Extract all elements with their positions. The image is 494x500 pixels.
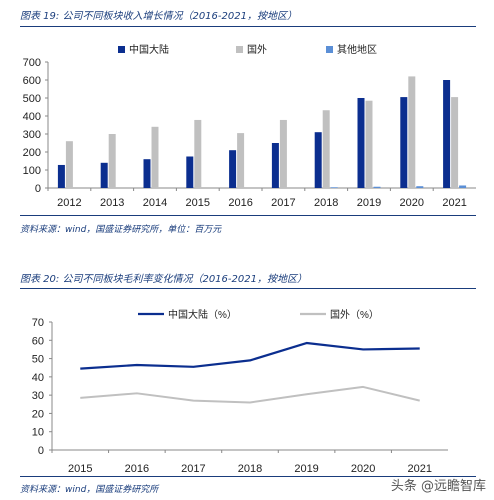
x-tick-label: 2016: [228, 197, 252, 209]
line-chart: 0 10 20 30 40 50 60 70 2015 2016 2017 2018 2019 2020 2…: [32, 308, 448, 475]
y-tick-label: 60: [32, 335, 44, 347]
bar-2: [330, 187, 338, 188]
y-tick-label: 0: [35, 183, 41, 195]
y-tick-label: 300: [23, 129, 41, 141]
legend-label: 其他地区: [337, 43, 377, 56]
x-tick-label: 2015: [68, 463, 92, 475]
y-tick-label: 500: [23, 93, 41, 105]
y-tick-label: 50: [32, 354, 44, 366]
bar-1: [65, 141, 73, 188]
series-line-1: [80, 385, 420, 404]
bar-1: [408, 76, 416, 188]
bar-0: [186, 156, 194, 188]
legend-swatch: [326, 46, 333, 53]
figure-20-title: 图表 20: 公司不同板块毛利率变化情况（2016-2021，按地区）: [20, 274, 307, 285]
watermark: 头条 @远瞻智库: [390, 479, 486, 494]
figure-19-top-rule: [20, 26, 476, 27]
x-tick-label: 2016: [125, 463, 149, 475]
bar-0: [229, 150, 237, 188]
bar-0: [443, 80, 451, 188]
y-tick-label: 30: [32, 390, 44, 402]
bar-0: [400, 97, 408, 188]
y-tick-label: 10: [32, 427, 44, 439]
legend-swatch: [236, 46, 243, 53]
figure-20-top-rule: [20, 288, 476, 289]
x-tick-label: 2021: [407, 463, 431, 475]
bar-1: [108, 134, 116, 188]
x-tick-label: 2013: [100, 197, 124, 209]
x-tick-label: 2020: [400, 197, 424, 209]
x-tick-label: 2021: [442, 197, 466, 209]
bar-1: [322, 110, 330, 188]
y-tick-label: 400: [23, 111, 41, 123]
x-tick-label: 2015: [186, 197, 210, 209]
x-tick-label: 2014: [143, 197, 167, 209]
x-tick-label: 2020: [351, 463, 375, 475]
y-tick-label: 0: [38, 445, 44, 457]
figure-19-title: 图表 19: 公司不同板块收入增长情况（2016-2021，按地区）: [20, 11, 297, 22]
legend-label: 国外（%）: [330, 309, 379, 321]
bar-2: [373, 186, 381, 188]
x-tick-label: 2019: [294, 463, 318, 475]
bar-1: [194, 119, 202, 188]
y-tick-label: 20: [32, 408, 44, 420]
legend-swatch: [118, 46, 125, 53]
y-tick-label: 100: [23, 165, 41, 177]
bar-0: [100, 162, 108, 188]
x-tick-label: 2018: [238, 463, 262, 475]
bar-1: [151, 126, 159, 188]
series-line-0: [80, 341, 420, 370]
bar-1: [279, 119, 287, 188]
bar-0: [357, 98, 365, 188]
y-tick-label: 70: [32, 317, 44, 329]
bar-1: [451, 97, 459, 188]
bar-2: [416, 186, 424, 188]
bar-2: [459, 185, 467, 188]
legend-label: 中国大陆（%）: [168, 308, 237, 321]
figure-20-source: 资料来源：wind，国盛证券研究所: [20, 485, 159, 495]
figure-20-bottom-rule: [20, 476, 476, 477]
x-tick-label: 2017: [181, 463, 205, 475]
bar-chart: 0 100 200 300 400 500 600 700 2012 2013 2014 2015 20…: [23, 43, 476, 209]
bar-1: [237, 133, 245, 188]
legend-label: 国外: [247, 44, 267, 56]
y-tick-label: 40: [32, 372, 44, 384]
figure-19-bottom-rule: [20, 215, 476, 216]
x-tick-label: 2018: [314, 197, 338, 209]
figure-19-source: 资料来源：wind，国盛证券研究所，单位：百万元: [20, 225, 222, 235]
bar-0: [314, 132, 322, 188]
bar-0: [143, 159, 151, 188]
y-tick-label: 200: [23, 147, 41, 159]
bar-0: [57, 164, 65, 188]
x-tick-label: 2019: [357, 197, 381, 209]
bar-1: [365, 100, 373, 188]
legend-label: 中国大陆: [129, 43, 169, 56]
x-tick-label: 2017: [271, 197, 295, 209]
y-tick-label: 600: [23, 75, 41, 87]
bar-0: [271, 143, 279, 188]
x-tick-label: 2012: [57, 197, 81, 209]
y-tick-label: 700: [23, 57, 41, 69]
